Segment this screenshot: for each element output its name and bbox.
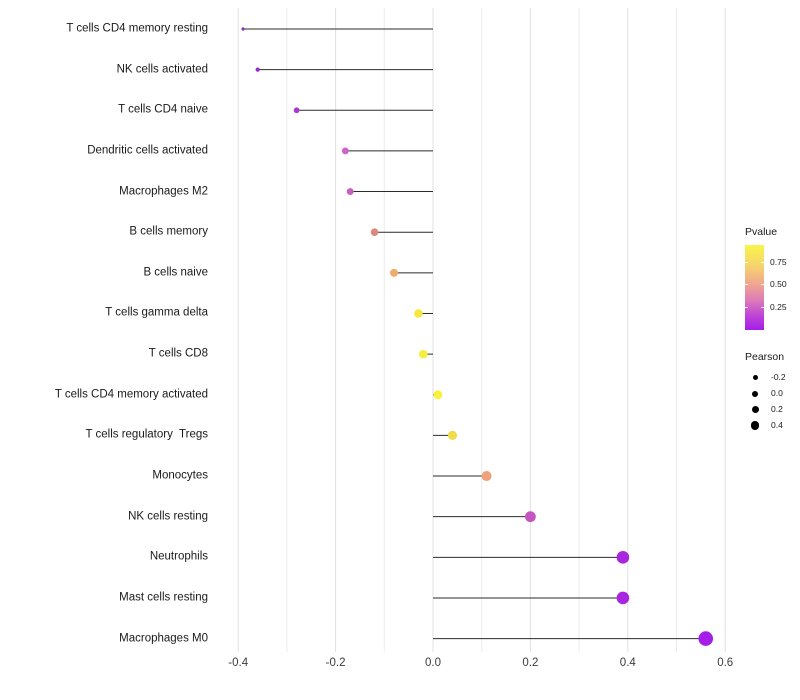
pearson-size-dot-box <box>748 375 762 380</box>
category-label: NK cells resting <box>128 509 208 522</box>
pearson-size-entry: 0.4 <box>745 418 800 434</box>
category-label: T cells CD8 <box>148 347 208 360</box>
lollipop-dot <box>346 188 354 196</box>
category-label: T cells CD4 naive <box>118 103 208 116</box>
x-tick-label: 0.4 <box>619 657 636 669</box>
x-tick-label: 0.6 <box>717 657 734 669</box>
x-tick-label: -0.4 <box>228 657 249 669</box>
pvalue-gradient-bar <box>745 244 764 330</box>
lollipop-dot <box>255 67 260 72</box>
pvalue-tick-label: 0.50 <box>770 279 787 290</box>
lollipop-dot <box>414 309 423 318</box>
category-label: Macrophages M0 <box>119 631 208 644</box>
pvalue-tick-mark <box>761 262 764 264</box>
category-label: B cells memory <box>129 225 208 238</box>
category-label: T cells CD4 memory resting <box>66 22 208 35</box>
lollipop-dot <box>447 430 458 440</box>
pearson-size-label: -0.2 <box>771 372 786 383</box>
pvalue-tick-mark <box>745 284 748 286</box>
category-label: T cells CD4 memory activated <box>54 388 208 400</box>
pearson-size-entry: 0.0 <box>745 386 800 402</box>
lollipop-dot <box>525 511 536 523</box>
pearson-legend: Pearson -0.2 0.0 0.2 0.4 <box>745 352 800 434</box>
lollipop-dot <box>418 349 428 359</box>
category-label: Macrophages M2 <box>119 184 208 197</box>
pearson-size-entries: -0.2 0.0 0.2 0.4 <box>745 370 800 434</box>
x-tick-label: 0.0 <box>425 657 441 669</box>
pvalue-tick-mark <box>761 284 764 286</box>
lollipop-dot <box>433 390 443 400</box>
pvalue-legend-title: Pvalue <box>745 226 778 238</box>
pearson-size-entry: -0.2 <box>745 370 800 386</box>
lollipop-dot <box>293 107 300 114</box>
category-label: NK cells activated <box>116 62 208 75</box>
pvalue-tick-mark <box>745 262 748 264</box>
category-label: T cells gamma delta <box>105 306 208 319</box>
pearson-size-label: 0.4 <box>771 420 783 431</box>
pvalue-tick-label: 0.25 <box>770 301 787 312</box>
category-label: Monocytes <box>152 469 208 482</box>
pearson-size-dot <box>751 406 759 413</box>
category-label: T cells regulatory Tregs <box>85 428 208 441</box>
lollipop-dot <box>616 551 630 564</box>
pvalue-tick-mark <box>745 306 748 308</box>
pearson-size-dot <box>752 390 758 397</box>
pearson-size-dot-box <box>748 406 762 413</box>
lollipop-dot <box>698 631 714 646</box>
pearson-size-entry: 0.2 <box>745 402 800 418</box>
pearson-size-dot-box <box>748 390 762 397</box>
lollipop-dot <box>616 591 630 605</box>
lollipop-dot <box>370 228 379 236</box>
lollipop-dot <box>341 147 349 155</box>
x-tick-label: 0.2 <box>522 657 539 669</box>
category-label: B cells naive <box>143 266 208 279</box>
pearson-size-label: 0.0 <box>771 388 783 399</box>
lollipop-dot <box>481 471 492 482</box>
pvalue-gradient-wrap: 0.75 0.50 0.25 <box>745 244 787 330</box>
lollipop-dot <box>241 27 245 31</box>
pvalue-tick-label: 0.75 <box>770 257 787 268</box>
pearson-size-dot-box <box>748 421 762 430</box>
lollipop-dot <box>390 268 399 277</box>
pvalue-tick-mark <box>761 306 764 308</box>
pearson-size-label: 0.2 <box>771 404 783 415</box>
x-tick-label: -0.2 <box>325 657 346 669</box>
pvalue-legend: Pvalue 0.75 0.50 0.25 <box>745 227 800 330</box>
pearson-size-dot <box>750 421 760 430</box>
category-label: Neutrophils <box>149 550 208 563</box>
category-label: Mast cells resting <box>119 591 208 604</box>
pearson-size-dot <box>752 375 758 380</box>
pearson-legend-title: Pearson <box>745 351 785 363</box>
category-label: Dendritic cells activated <box>87 144 208 157</box>
